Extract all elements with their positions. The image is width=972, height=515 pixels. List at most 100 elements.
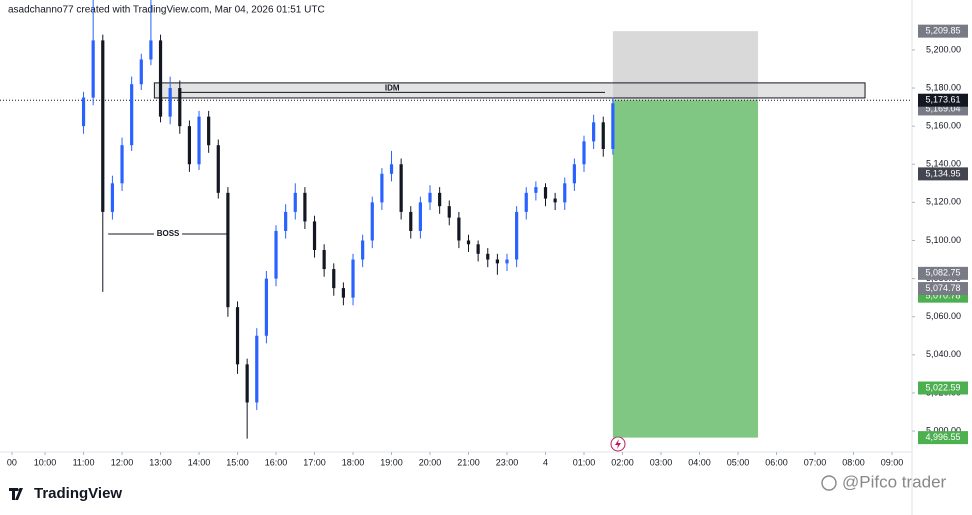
x-tick-label: 21:00 bbox=[457, 457, 480, 467]
boss-label-bg bbox=[154, 228, 183, 241]
candle-body bbox=[322, 250, 326, 270]
candle-body bbox=[139, 59, 143, 85]
candle-body bbox=[601, 122, 605, 150]
x-tick-label: 04:00 bbox=[688, 457, 711, 467]
candle-body bbox=[476, 244, 480, 254]
x-tick-label: 18:00 bbox=[342, 457, 365, 467]
candle-body bbox=[370, 202, 374, 241]
price-label: 5,134.95 bbox=[925, 168, 960, 178]
candle-body bbox=[130, 84, 134, 146]
candle-body bbox=[380, 173, 384, 203]
candle-body bbox=[91, 40, 95, 98]
candle-body bbox=[495, 259, 499, 264]
price-label-bg bbox=[918, 431, 968, 445]
y-tick-label: 5,160.00 bbox=[926, 121, 961, 131]
x-tick-label: 19:00 bbox=[380, 457, 403, 467]
x-tick-label: 13:00 bbox=[149, 457, 172, 467]
candle-body bbox=[438, 192, 442, 207]
price-label: 5,082.75 bbox=[925, 268, 960, 278]
price-label: 5,070.78 bbox=[925, 291, 960, 301]
x-tick-label: 4 bbox=[543, 457, 548, 467]
candle-body bbox=[457, 217, 461, 241]
candle-body bbox=[226, 192, 230, 308]
x-tick-label: 03:00 bbox=[650, 457, 673, 467]
x-tick-label: 09:00 bbox=[881, 457, 904, 467]
watermark-icon bbox=[821, 475, 837, 491]
candle-body bbox=[216, 145, 220, 193]
x-tick-label: 17:00 bbox=[303, 457, 326, 467]
idm-label: IDM bbox=[385, 84, 400, 93]
candle-body bbox=[428, 192, 432, 203]
candle-body bbox=[486, 253, 490, 260]
candle-body bbox=[81, 97, 86, 127]
price-label: 5,074.78 bbox=[925, 283, 960, 293]
x-tick-label: 16:00 bbox=[265, 457, 288, 467]
candle-body bbox=[158, 40, 163, 117]
price-label-bg bbox=[918, 93, 968, 107]
candle-body bbox=[611, 103, 615, 150]
candle-body bbox=[168, 88, 172, 117]
y-tick-label: 5,060.00 bbox=[926, 311, 961, 321]
y-tick-label: 5,100.00 bbox=[926, 235, 961, 245]
candle-body bbox=[534, 187, 538, 193]
candle-body bbox=[264, 278, 269, 336]
price-label-bg bbox=[918, 24, 968, 38]
candle-body bbox=[524, 192, 528, 212]
candle-body bbox=[341, 288, 345, 298]
x-tick-label: 07:00 bbox=[804, 457, 827, 467]
boss-label: BOSS bbox=[157, 229, 180, 238]
target-zone bbox=[612, 100, 759, 438]
y-tick-label: 5,200.00 bbox=[926, 44, 961, 54]
candle-body bbox=[312, 221, 317, 251]
candle-body bbox=[505, 259, 509, 264]
x-tick-label: 01:00 bbox=[573, 457, 596, 467]
candle-body bbox=[361, 240, 365, 260]
candle-body bbox=[553, 198, 557, 203]
candle-body bbox=[409, 211, 413, 231]
price-label-bg bbox=[918, 282, 968, 296]
candle-body bbox=[120, 145, 124, 184]
x-tick-label: 20:00 bbox=[419, 457, 442, 467]
x-tick-label: 05:00 bbox=[727, 457, 750, 467]
price-label: 4,996.55 bbox=[925, 432, 960, 442]
watermark: @Pifco trader bbox=[842, 472, 947, 491]
candle-body bbox=[399, 164, 403, 212]
price-label: 5,209.85 bbox=[925, 26, 960, 36]
y-tick-label: 5,140.00 bbox=[926, 159, 961, 169]
candle-body bbox=[351, 259, 355, 298]
candle-body bbox=[178, 88, 182, 127]
candle-body bbox=[592, 122, 596, 142]
candle-body bbox=[293, 192, 297, 212]
x-tick-label: 23:00 bbox=[496, 457, 519, 467]
x-tick-label: 08:00 bbox=[842, 457, 865, 467]
candle-body bbox=[110, 183, 115, 212]
price-label: 5,169.04 bbox=[925, 103, 960, 113]
candle-body bbox=[149, 40, 153, 60]
x-tick-label: 10:00 bbox=[34, 457, 57, 467]
price-label-bg bbox=[918, 381, 968, 395]
candle-body bbox=[447, 206, 451, 218]
x-tick-label: 15:00 bbox=[226, 457, 249, 467]
x-tick-label: 11:00 bbox=[73, 457, 95, 467]
x-tick-label: 14:00 bbox=[188, 457, 211, 467]
y-tick-label: 5,120.00 bbox=[926, 197, 961, 207]
price-label-bg bbox=[918, 266, 968, 280]
candle-body bbox=[572, 164, 576, 184]
candle-body bbox=[543, 187, 548, 199]
candle-body bbox=[582, 141, 586, 165]
candle-body bbox=[235, 307, 240, 365]
candle-body bbox=[255, 335, 259, 403]
x-tick-label: 02:00 bbox=[611, 457, 634, 467]
plot: IDM BOSS bbox=[0, 0, 912, 439]
candle-body bbox=[418, 202, 422, 231]
candle-body bbox=[101, 40, 105, 212]
price-label: 5,173.61 bbox=[925, 95, 960, 105]
candle-body bbox=[284, 211, 288, 231]
brand-logo bbox=[9, 488, 23, 500]
candle-body bbox=[207, 116, 211, 146]
x-tick-label: 06:00 bbox=[765, 457, 788, 467]
candle-body bbox=[274, 230, 278, 279]
candle-body bbox=[187, 126, 192, 165]
